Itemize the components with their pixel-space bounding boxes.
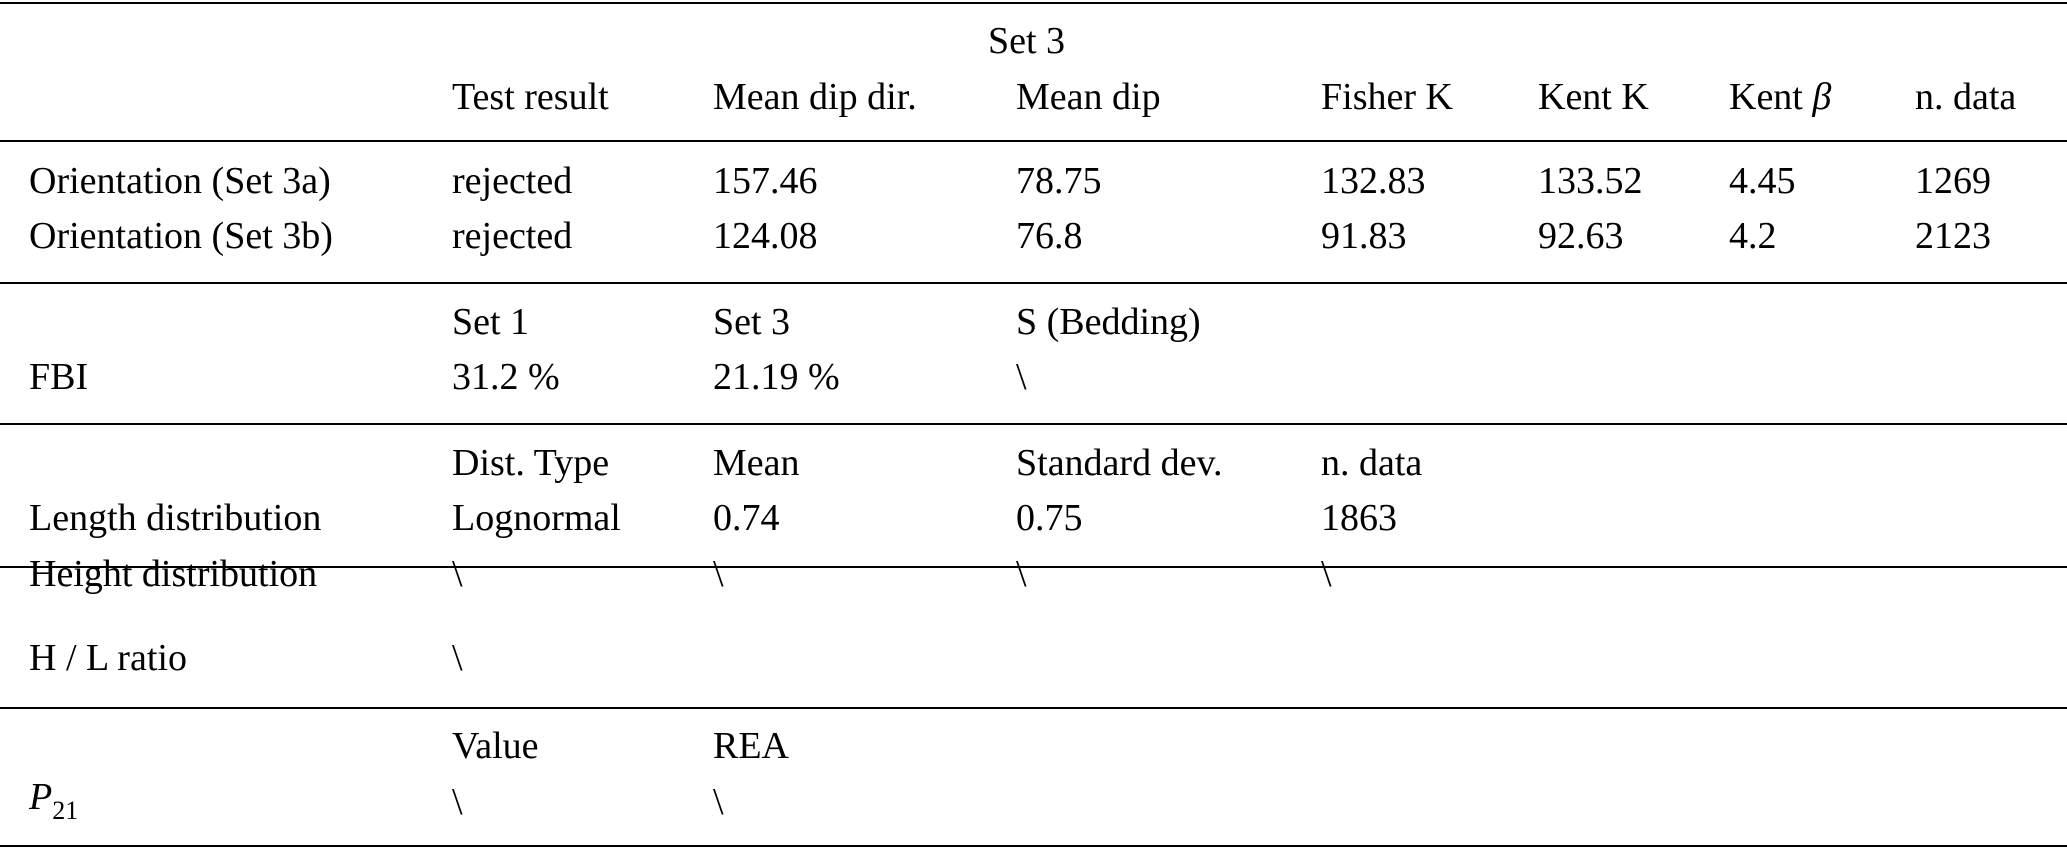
dist-col-mean: Mean — [713, 442, 800, 484]
p21-col-value: Value — [452, 725, 539, 767]
col-header-test-result: Test result — [452, 76, 609, 118]
fbi-label: FBI — [29, 356, 89, 398]
cell: 1269 — [1915, 160, 1991, 202]
col-header-kent-k: Kent K — [1538, 76, 1649, 118]
cell: \ — [452, 553, 463, 595]
cell: 124.08 — [713, 215, 818, 257]
fbi-col-set1: Set 1 — [452, 301, 530, 343]
cell: 76.8 — [1016, 215, 1083, 257]
cell: \ — [452, 781, 463, 823]
cell: 21.19 % — [713, 356, 840, 398]
row-label: Orientation (Set 3b) — [29, 215, 333, 257]
cell: \ — [452, 637, 463, 679]
group-header-set3: Set 3 — [988, 20, 1066, 62]
fbi-col-set3: Set 3 — [713, 301, 791, 343]
cell: 133.52 — [1538, 160, 1643, 202]
cell: 132.83 — [1321, 160, 1426, 202]
rule-after-hl-ratio — [0, 707, 2067, 709]
col-header-kent-beta: Kent β — [1729, 76, 1832, 118]
top-rule — [0, 2, 2067, 4]
cell: Lognormal — [452, 497, 621, 539]
dist-col-n-data: n. data — [1321, 442, 1423, 484]
cell: \ — [1321, 553, 1332, 595]
col-header-n-data: n. data — [1915, 76, 2017, 118]
rule-after-orientation — [0, 282, 2067, 284]
cell: \ — [713, 781, 724, 823]
cell: \ — [1016, 356, 1027, 398]
dist-col-type: Dist. Type — [452, 442, 610, 484]
col-header-fisher-k: Fisher K — [1321, 76, 1453, 118]
rule-after-distribution — [0, 566, 2067, 568]
cell: 2123 — [1915, 215, 1991, 257]
row-label: Orientation (Set 3a) — [29, 160, 331, 202]
cell: 4.2 — [1729, 215, 1777, 257]
cell: 157.46 — [713, 160, 818, 202]
p21-col-rea: REA — [713, 725, 789, 767]
rule-after-header — [0, 140, 2067, 142]
cell: 0.75 — [1016, 497, 1083, 539]
cell: \ — [1016, 553, 1027, 595]
cell: rejected — [452, 160, 573, 202]
cell: 91.83 — [1321, 215, 1407, 257]
cell: 92.63 — [1538, 215, 1624, 257]
hl-ratio-label: H / L ratio — [29, 637, 187, 679]
rule-after-fbi — [0, 423, 2067, 425]
cell: 0.74 — [713, 497, 780, 539]
col-header-mean-dip-dir: Mean dip dir. — [713, 76, 917, 118]
row-label: Height distribution — [29, 553, 318, 595]
cell: rejected — [452, 215, 573, 257]
bottom-rule — [0, 845, 2067, 847]
col-header-mean-dip: Mean dip — [1016, 76, 1161, 118]
dist-col-std: Standard dev. — [1016, 442, 1223, 484]
cell: 78.75 — [1016, 160, 1102, 202]
cell: 1863 — [1321, 497, 1397, 539]
cell: 4.45 — [1729, 160, 1796, 202]
p21-label: P21 — [29, 776, 79, 825]
row-label: Length distribution — [29, 497, 322, 539]
cell: 31.2 % — [452, 356, 560, 398]
fbi-col-bedding: S (Bedding) — [1016, 301, 1201, 343]
cell: \ — [713, 553, 724, 595]
